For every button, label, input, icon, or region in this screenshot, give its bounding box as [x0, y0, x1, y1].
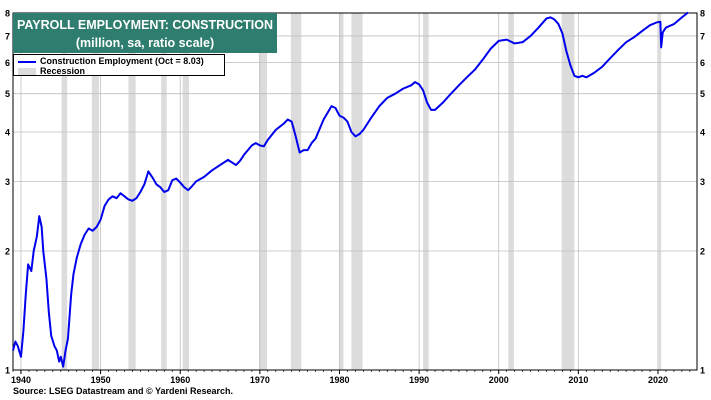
y-tick-label-left-6: 6: [5, 58, 10, 68]
y-tick-label-right-8: 8: [700, 9, 705, 19]
y-tick-label-right-6: 6: [700, 58, 705, 68]
x-tick-label-2000: 2000: [489, 375, 509, 385]
legend-entry-recession: Recession: [18, 66, 85, 76]
y-tick-label-left-8: 8: [5, 9, 10, 19]
y-tick-label-left-4: 4: [5, 128, 10, 138]
y-tick-label-right-4: 4: [700, 128, 705, 138]
y-tick-label-left-7: 7: [5, 31, 10, 41]
y-tick-label-left-5: 5: [5, 89, 10, 99]
recession-band-10: [508, 13, 514, 370]
legend: Construction Employment (Oct = 8.03) Rec…: [13, 54, 225, 76]
x-tick-label-2020: 2020: [648, 375, 668, 385]
y-tick-label-left-1: 1: [5, 366, 10, 376]
chart-title-box: PAYROLL EMPLOYMENT: CONSTRUCTION (millio…: [13, 13, 277, 53]
x-tick-label-1960: 1960: [170, 375, 190, 385]
y-tick-label-right-1: 1: [700, 366, 705, 376]
source-note: Source: LSEG Datastream and © Yardeni Re…: [13, 386, 234, 396]
legend-entry-construction: Construction Employment (Oct = 8.03): [18, 56, 204, 66]
plot-frame: [12, 12, 698, 371]
x-tick-label-1980: 1980: [329, 375, 349, 385]
y-axis-right: 1 2 3 4 5 6 7 8: [700, 9, 705, 376]
recession-band-9: [423, 13, 429, 370]
series-line-construction-employment: [12, 11, 689, 368]
y-tick-label-left-2: 2: [5, 247, 10, 257]
legend-label-construction: Construction Employment (Oct = 8.03): [40, 56, 204, 66]
y-tick-label-right-5: 5: [700, 89, 705, 99]
recession-band-1: [91, 13, 99, 370]
legend-recession-swatch: [18, 68, 36, 76]
chart-title: PAYROLL EMPLOYMENT: CONSTRUCTION: [16, 18, 274, 32]
x-tick-label-1990: 1990: [409, 375, 429, 385]
recession-band-0: [61, 13, 68, 370]
recession-band-4: [182, 13, 189, 370]
recession-band-12: [658, 13, 662, 370]
x-axis: 1940 1950 1960 1970 1980 1990 2000 2010 2020: [11, 370, 691, 385]
y-tick-label-left-3: 3: [5, 177, 10, 187]
recession-band-8: [351, 13, 363, 370]
chart-subtitle: (million, sa, ratio scale): [75, 36, 215, 50]
recession-band-5: [259, 13, 268, 370]
recession-band-6: [290, 13, 302, 370]
recession-band-2: [128, 13, 136, 370]
y-tick-label-right-7: 7: [700, 31, 705, 41]
legend-line-swatch: [18, 60, 36, 63]
recession-band-11: [561, 13, 575, 370]
legend-label-recession: Recession: [40, 66, 86, 76]
recession-band-7: [339, 13, 344, 370]
x-tick-label-1970: 1970: [250, 375, 270, 385]
y-tick-label-right-2: 2: [700, 247, 705, 257]
y-tick-label-right-3: 3: [700, 177, 705, 187]
y-axis-left: 1 2 3 4 5 6 7 8: [5, 9, 10, 376]
x-tick-label-1950: 1950: [91, 375, 111, 385]
x-tick-label-2010: 2010: [568, 375, 588, 385]
x-tick-label-1940: 1940: [11, 375, 31, 385]
